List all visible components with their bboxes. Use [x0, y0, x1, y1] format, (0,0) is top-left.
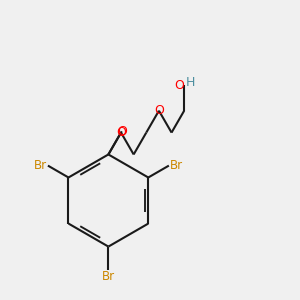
Text: H: H [186, 76, 195, 89]
Text: O: O [174, 79, 184, 92]
Text: O: O [154, 104, 164, 117]
Text: O: O [117, 125, 127, 138]
Text: Br: Br [170, 159, 183, 172]
Text: Br: Br [34, 159, 47, 172]
Text: O: O [116, 126, 126, 139]
Text: Br: Br [102, 270, 115, 283]
